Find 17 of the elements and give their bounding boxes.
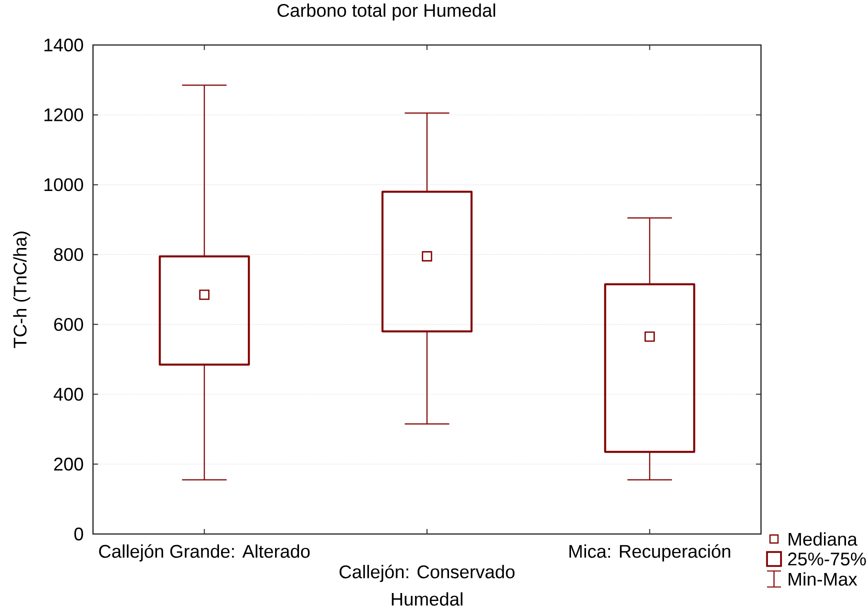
y-tick-label: 600 (54, 318, 84, 331)
chart-title: Carbono total por Humedal (278, 3, 496, 21)
x-tick-label: Mica: Recuperación (569, 544, 730, 562)
x-tick-label: Callejón: Conservado (340, 564, 515, 582)
y-tick-label: 1200 (44, 108, 84, 122)
y-tick-label: 400 (54, 388, 84, 401)
text: 25%-75% (788, 552, 866, 566)
y-tick-label: 1000 (44, 178, 84, 192)
y-tick-label: 0 (74, 528, 84, 540)
y-axis-title: TC-h (TnC/ha) (13, 232, 30, 348)
y-tick-label: 1400 (44, 38, 84, 52)
text: Mediana (788, 532, 858, 546)
y-tick-label: 200 (54, 458, 84, 471)
y-tick-label: 800 (54, 248, 84, 262)
x-tick-label: Callejón Grande: Alterado (99, 544, 310, 562)
x-axis-title: Humedal (392, 592, 462, 606)
text: Min-Max (788, 572, 858, 586)
